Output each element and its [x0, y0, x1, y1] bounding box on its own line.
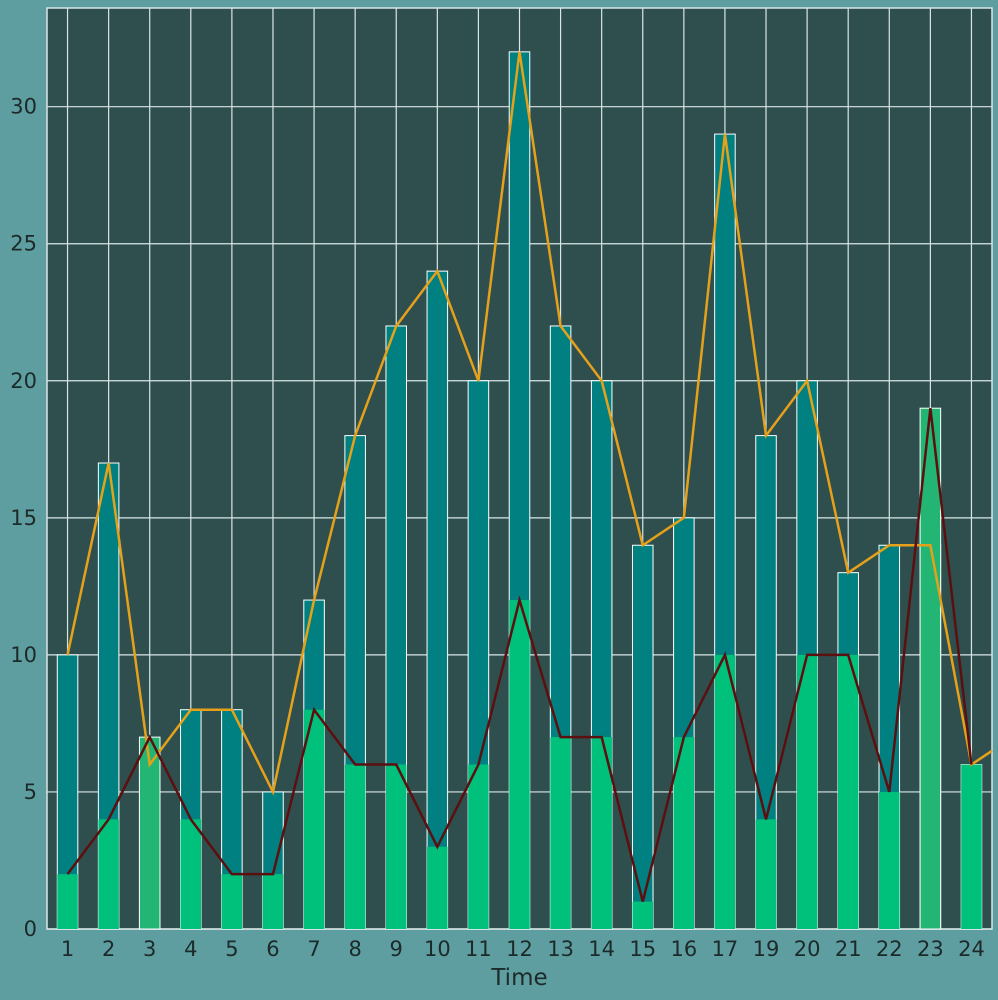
x-tick-label: 14: [588, 937, 615, 961]
x-tick-label: 11: [465, 937, 492, 961]
y-tick-label: 0: [24, 917, 37, 941]
x-tick-label: 23: [917, 937, 944, 961]
x-tick-label: 22: [876, 937, 903, 961]
x-tick-label: 16: [670, 937, 697, 961]
bar-part: [57, 874, 78, 929]
bar-part: [714, 654, 736, 929]
y-tick-label: 30: [10, 95, 37, 119]
bar-part: [344, 764, 366, 929]
bar-part: [509, 600, 530, 929]
x-tick-label: 6: [266, 937, 279, 961]
bar-part: [98, 819, 119, 929]
bar-part: [673, 737, 695, 929]
bar-part: [879, 791, 900, 929]
y-tick-label: 20: [10, 369, 37, 393]
bar-part: [221, 874, 243, 929]
y-tick-label: 15: [10, 506, 37, 530]
x-tick-label: 17: [712, 937, 739, 961]
y-axis-ticks: 0 5 10 15 20 25 30: [10, 95, 37, 941]
x-tick-label: 4: [184, 937, 197, 961]
x-tick-label: 15: [629, 937, 656, 961]
x-tick-label: 8: [348, 937, 361, 961]
bar-part: [550, 737, 571, 929]
lines: [66, 51, 993, 902]
bar-part: [303, 709, 325, 929]
x-tick-label: 9: [390, 937, 403, 961]
x-tick-label: 12: [506, 937, 533, 961]
bar-part: [796, 654, 818, 929]
bar-part: [468, 764, 489, 929]
x-axis-label: Time: [490, 965, 547, 991]
bar-part: [180, 819, 202, 929]
x-tick-label: 7: [307, 937, 320, 961]
bars-part-series: [57, 407, 982, 930]
x-tick-label: 21: [835, 937, 862, 961]
x-tick-label: 13: [547, 937, 574, 961]
x-tick-label: 3: [143, 937, 156, 961]
line-total: [66, 51, 993, 796]
bar-part: [755, 819, 777, 929]
y-tick-label: 10: [10, 643, 37, 667]
y-tick-label: 25: [10, 232, 37, 256]
y-tick-label: 5: [24, 780, 37, 804]
bar-part: [961, 764, 982, 929]
x-tick-label: 1: [61, 937, 74, 961]
bar-part: [427, 846, 448, 929]
x-tick-label: 19: [753, 937, 780, 961]
x-axis-ticks: 1 2 3 4 5 6 7 8 9 10 11 12 13 14 15 16 17 19 20 21 22 23 24: [61, 937, 985, 961]
bar-part: [632, 901, 654, 929]
x-tick-label: 24: [958, 937, 985, 961]
bar-part: [262, 874, 284, 929]
x-tick-label: 5: [225, 937, 238, 961]
x-tick-label: 2: [102, 937, 115, 961]
x-tick-label: 20: [794, 937, 821, 961]
x-tick-label: 10: [424, 937, 451, 961]
bar-part: [385, 764, 407, 929]
line-part: [66, 408, 973, 902]
bar-part: [837, 654, 859, 929]
bar-part: [591, 737, 612, 929]
